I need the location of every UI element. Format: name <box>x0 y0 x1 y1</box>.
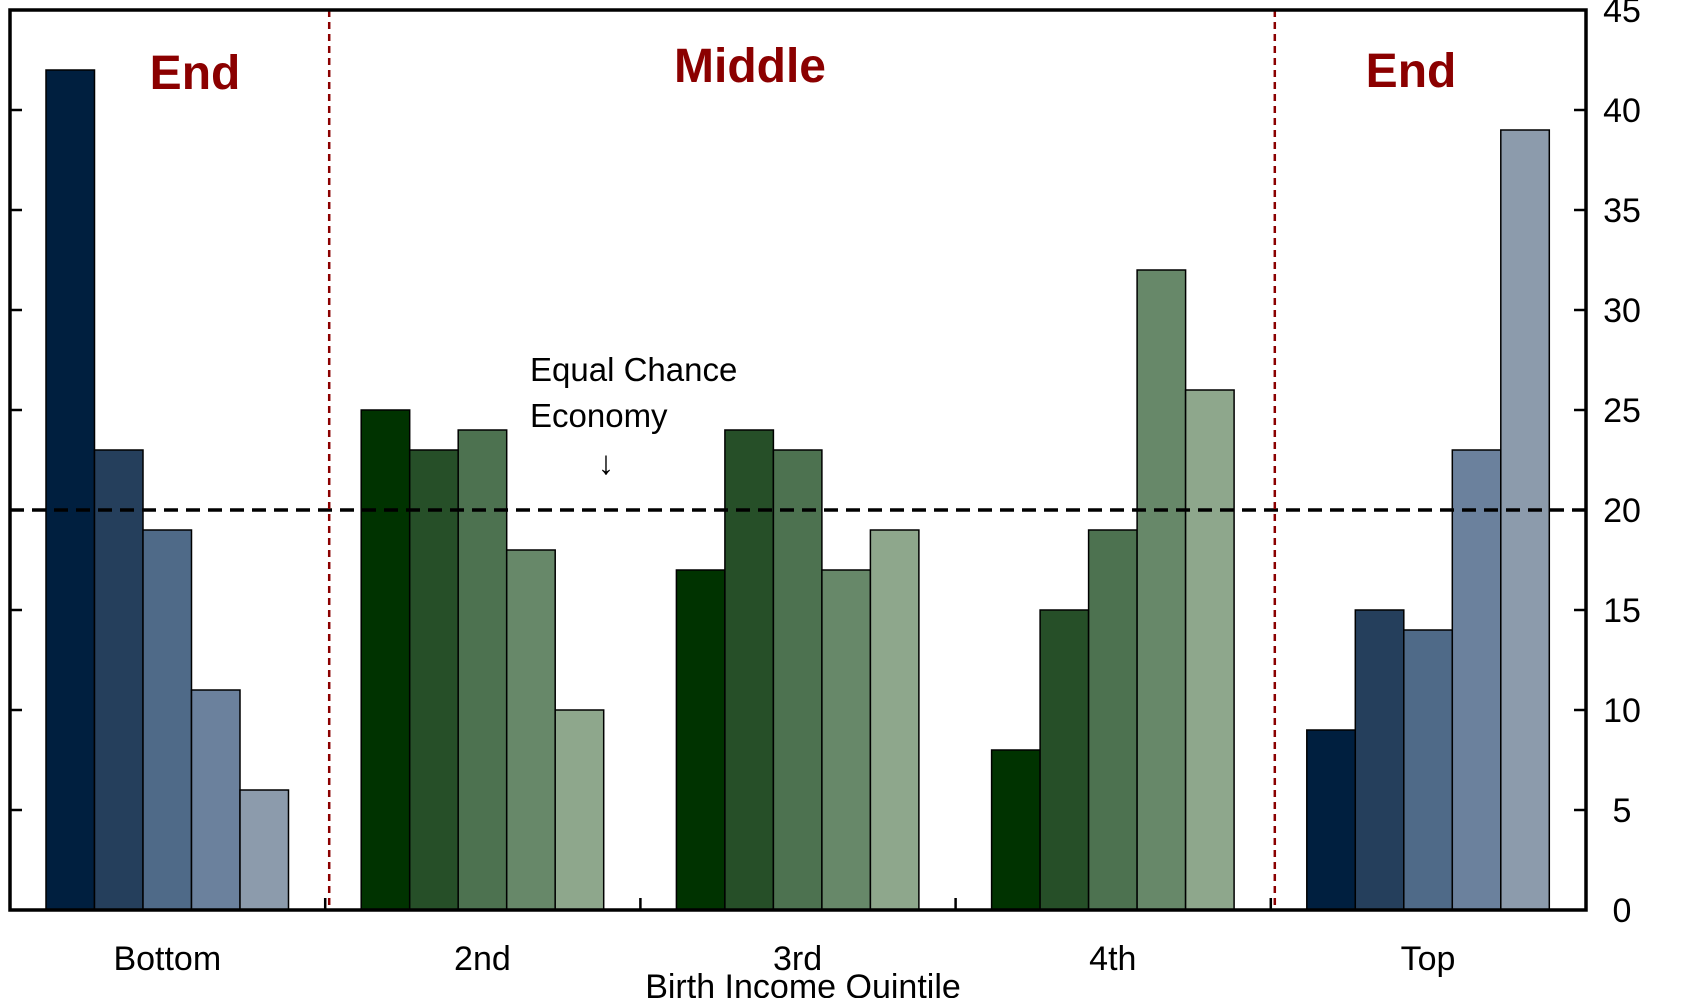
bar-3rd-1 <box>675 569 726 911</box>
y-tick-label-5: 5 <box>1613 792 1632 830</box>
bar-2nd-1 <box>360 409 411 911</box>
y-tick-label-40: 40 <box>1603 92 1641 130</box>
y-tick-label-35: 35 <box>1603 192 1641 230</box>
bar-top-4 <box>1451 449 1502 911</box>
bar-bottom-3 <box>142 529 193 911</box>
bar-bottom-2 <box>93 449 144 911</box>
bar-4th-3 <box>1087 529 1138 911</box>
bar-2nd-4 <box>505 549 556 911</box>
bars-layer <box>45 69 1551 911</box>
bar-top-1 <box>1306 729 1357 911</box>
x-axis-title: Birth Income Quintile <box>645 968 961 998</box>
bar-3rd-5 <box>869 529 920 911</box>
bar-top-5 <box>1500 129 1551 911</box>
x-category-label-3rd: 3rd <box>773 940 822 978</box>
plot-frame <box>8 8 1588 912</box>
bar-3rd-3 <box>772 449 823 911</box>
x-category-label-bottom: Bottom <box>113 940 221 978</box>
y-tick-label-20: 20 <box>1603 492 1641 530</box>
y-tick-label-30: 30 <box>1603 292 1641 330</box>
bar-4th-5 <box>1184 389 1235 911</box>
bar-bottom-1 <box>45 69 96 911</box>
ticks-layer <box>10 8 1586 912</box>
bar-2nd-3 <box>457 429 508 911</box>
bar-4th-1 <box>990 749 1041 911</box>
y-tick-label-25: 25 <box>1603 392 1641 430</box>
bar-bottom-4 <box>190 689 241 911</box>
section-label-end-right: End <box>1366 45 1457 98</box>
bar-2nd-5 <box>554 709 605 911</box>
section-label-end-left: End <box>150 47 241 100</box>
x-category-label-4th: 4th <box>1089 940 1136 978</box>
y-tick-label-10: 10 <box>1603 692 1641 730</box>
bar-3rd-4 <box>821 569 872 911</box>
annotation-arrow: ↓ <box>598 444 615 481</box>
section-label-middle: Middle <box>674 40 826 93</box>
bar-bottom-5 <box>239 789 290 911</box>
y-tick-label-0: 0 <box>1613 892 1632 930</box>
bar-top-2 <box>1354 609 1405 911</box>
annotation-line-2: Economy <box>530 397 668 434</box>
bar-3rd-2 <box>724 429 775 911</box>
x-category-label-top: Top <box>1401 940 1456 978</box>
bar-4th-2 <box>1039 609 1090 911</box>
labels-layer: 0 5 10 15 20 25 30 35 40 45 Bottom 2nd 3rd 4th Top <box>113 0 1640 978</box>
annotation-line-1: Equal Chance <box>530 351 737 388</box>
bar-4th-4 <box>1136 269 1187 911</box>
y-tick-label-45: 45 <box>1603 0 1641 30</box>
y-tick-label-15: 15 <box>1603 592 1641 630</box>
bar-top-3 <box>1403 629 1454 911</box>
x-category-label-2nd: 2nd <box>454 940 511 978</box>
bar-2nd-2 <box>408 449 459 911</box>
